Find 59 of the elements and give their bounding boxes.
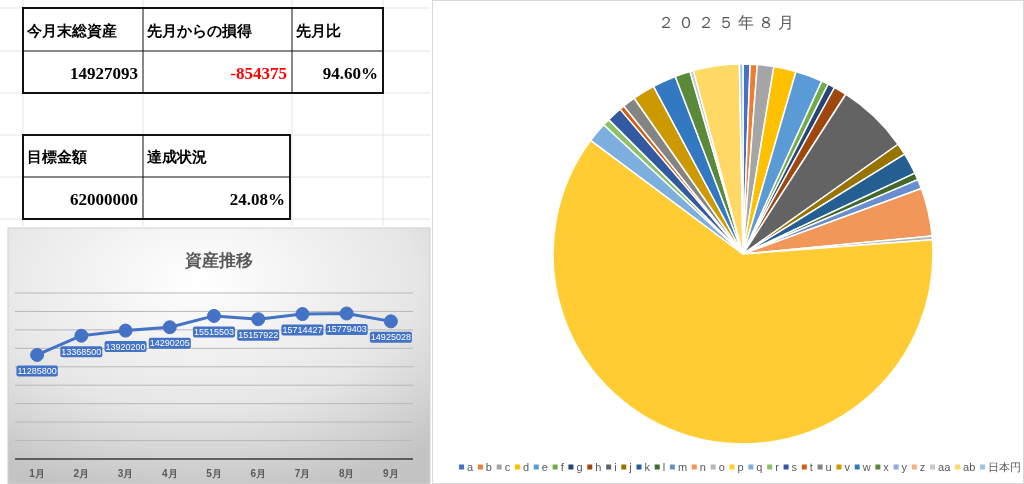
text: 先月比 (295, 22, 341, 39)
point (207, 308, 221, 323)
point (118, 323, 133, 338)
text: 94.60% (322, 63, 378, 83)
text: 先月からの損得 (146, 22, 252, 39)
legend-label: u (825, 461, 832, 473)
text: 今月末総資産 (26, 21, 117, 40)
x-tick-label: 8月 (338, 467, 355, 479)
legend-label: p (737, 461, 744, 473)
legend-label: k (644, 461, 651, 473)
point (74, 328, 89, 343)
text: 達成状況 (146, 149, 207, 165)
x-tick-label: 6月 (250, 467, 266, 479)
legend-label: q (756, 461, 763, 473)
point (383, 314, 398, 329)
legend-label: l (662, 461, 666, 473)
chart-title: 資産推移 (184, 250, 253, 270)
x-tick-label: 3月 (117, 467, 134, 479)
legend-label: y (901, 461, 908, 473)
legend-label: r (775, 461, 780, 473)
legend-label: h (595, 461, 602, 473)
point (339, 306, 354, 321)
legend-label: j (628, 461, 632, 473)
point (251, 312, 266, 327)
point (295, 307, 310, 322)
legend-label: d (522, 461, 530, 473)
text: 目標金額 (27, 149, 87, 165)
text: -854375 (230, 63, 287, 83)
legend-label: g (576, 461, 583, 473)
x-tick-label: 1月 (29, 467, 45, 479)
legend-label: z (919, 461, 926, 473)
legend-label: x (883, 461, 890, 473)
legend-label: n (699, 461, 706, 473)
legend-label: w (861, 461, 871, 473)
text: 14927093 (70, 63, 138, 83)
text: 62000000 (70, 189, 138, 209)
legend-label: a (467, 461, 474, 473)
x-tick-label: 9月 (383, 467, 399, 479)
legend-label: c (504, 461, 511, 473)
x-tick-label: 7月 (294, 467, 311, 479)
legend-label: t (809, 461, 813, 473)
legend-label: o (718, 461, 725, 473)
point (162, 320, 177, 335)
legend-label: m (677, 461, 688, 473)
text: 24.08% (229, 189, 285, 209)
x-tick-label: 4月 (162, 467, 178, 479)
chart-title: ２０２５年８月 (658, 13, 798, 31)
point (30, 347, 45, 362)
x-tick-label: 5月 (206, 467, 222, 479)
legend-label: 日本円 (988, 461, 1021, 473)
legend-label: ab (963, 461, 976, 473)
legend-label: f (560, 461, 565, 473)
legend-label: i (614, 461, 617, 473)
x-tick-label: 2月 (73, 467, 90, 479)
legend-label: v (844, 461, 851, 473)
legend-label: aa (938, 461, 952, 473)
legend-label: s (791, 461, 798, 473)
legend-label: b (485, 461, 492, 473)
legend-label: e (541, 461, 548, 473)
